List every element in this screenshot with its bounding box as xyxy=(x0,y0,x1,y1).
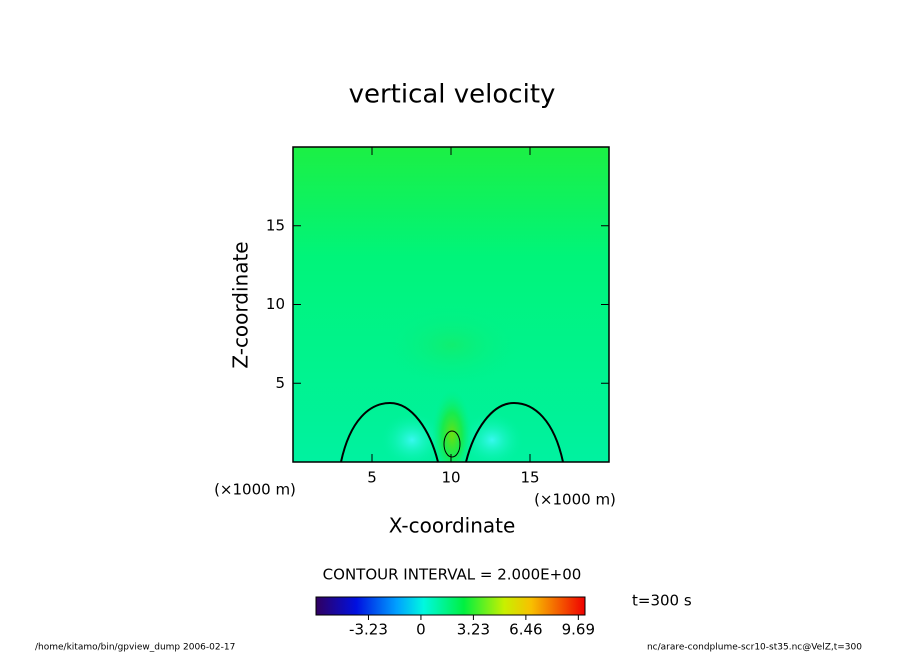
footer-left: /home/kitamo/bin/gpview_dump 2006-02-17 xyxy=(35,643,235,653)
field xyxy=(293,147,609,462)
x-tick-label: 10 xyxy=(441,469,460,487)
colorbar-tick-label: 0 xyxy=(416,621,426,639)
colorbar-tick-label: 3.23 xyxy=(457,621,490,639)
colorbar-tick-label: -3.23 xyxy=(349,621,388,639)
contour xyxy=(340,401,439,462)
colorbar xyxy=(315,596,586,616)
colorbar-tick-label: 6.46 xyxy=(509,621,542,639)
footer-right: nc/arare-condplume-scr10-st35.nc@VelZ,t=… xyxy=(647,643,862,653)
x-unit: (×1000 m) xyxy=(534,491,616,509)
contour xyxy=(465,401,564,462)
chart-title: vertical velocity xyxy=(349,80,556,110)
y-tick-label: 10 xyxy=(266,295,285,313)
contour xyxy=(443,430,461,458)
x-axis-label: X-coordinate xyxy=(389,514,516,538)
y-tick-label: 15 xyxy=(266,216,285,234)
time-label: t=300 s xyxy=(632,592,692,610)
x-tick-label: 5 xyxy=(367,469,377,487)
colorbar-label: CONTOUR INTERVAL = 2.000E+00 xyxy=(323,566,582,584)
y-unit: (×1000 m) xyxy=(214,481,296,499)
y-axis-label: Z-coordinate xyxy=(229,241,253,368)
x-tick-label: 15 xyxy=(520,469,539,487)
y-tick-label: 5 xyxy=(275,374,285,392)
colorbar-tick-label: 9.69 xyxy=(562,621,595,639)
